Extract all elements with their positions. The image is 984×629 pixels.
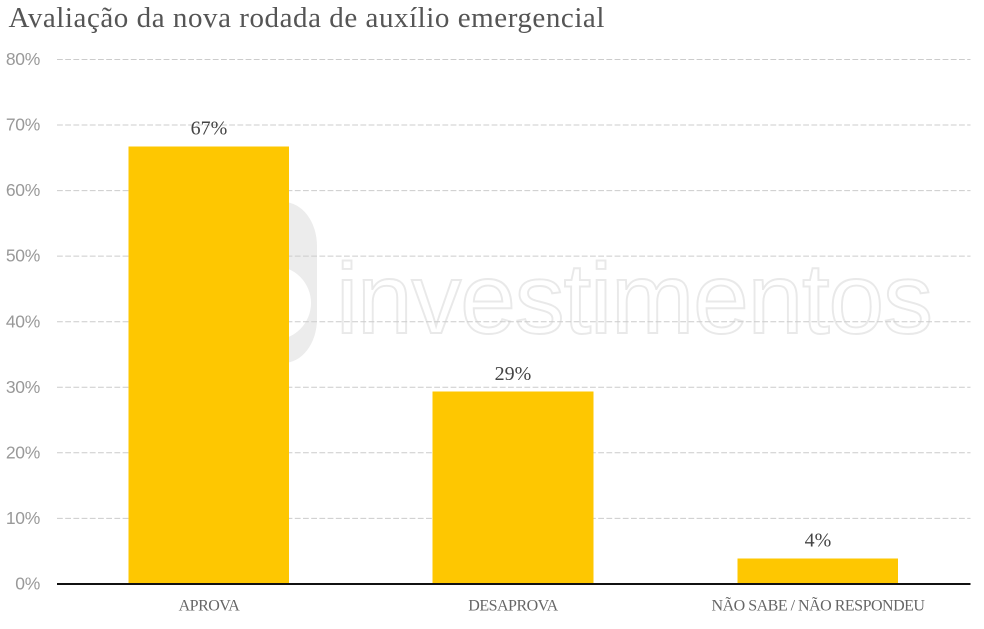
svg-text:70%: 70%	[6, 115, 40, 135]
svg-text:29%: 29%	[495, 363, 532, 385]
svg-text:30%: 30%	[6, 377, 40, 397]
svg-text:40%: 40%	[6, 311, 40, 331]
svg-text:10%: 10%	[6, 508, 40, 528]
svg-text:80%: 80%	[6, 49, 40, 69]
svg-text:0%: 0%	[15, 574, 40, 594]
svg-text:60%: 60%	[6, 180, 40, 200]
svg-text:DESAPROVA: DESAPROVA	[468, 598, 558, 615]
svg-text:investimentos: investimentos	[336, 243, 932, 355]
svg-text:APROVA: APROVA	[179, 598, 241, 615]
svg-text:50%: 50%	[6, 246, 40, 266]
svg-text:20%: 20%	[6, 442, 40, 462]
svg-text:4%: 4%	[805, 530, 832, 552]
svg-text:Avaliação da nova rodada de au: Avaliação da nova rodada de auxílio emer…	[9, 2, 605, 34]
svg-text:67%: 67%	[191, 118, 228, 140]
svg-text:NÃO SABE / NÃO RESPONDEU: NÃO SABE / NÃO RESPONDEU	[712, 597, 926, 615]
